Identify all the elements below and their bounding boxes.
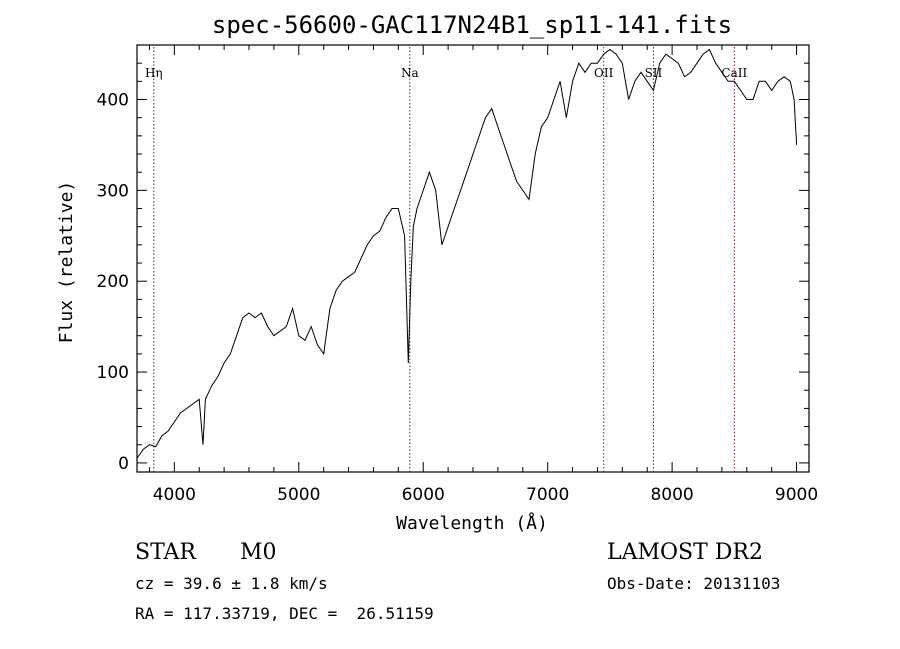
observation-date: Obs-Date: 20131103 [607,574,781,593]
coordinates: RA = 117.33719, DEC = 26.51159 [135,604,434,623]
spectral-line-label: Na [401,66,419,80]
x-tick-label: 8000 [650,485,693,505]
y-tick-label: 400 [97,91,129,111]
x-tick-label: 4000 [153,485,196,505]
spectral-lines: Hη Na OII SII CaII [145,47,747,472]
y-tick-label: 100 [97,363,129,383]
chart-title: spec-56600-GAC117N24B1_sp11-141.fits [212,11,732,39]
x-tick-label: 5000 [277,485,320,505]
survey-name: LAMOST DR2 [607,540,763,565]
object-subclass: M0 [240,540,277,565]
y-tick-label: 0 [118,454,129,474]
y-tick-label: 200 [97,272,129,292]
y-axis-label: Flux (relative) [56,181,77,344]
spectrum-series-line [136,48,798,459]
spectral-line-label: CaII [721,66,747,80]
plot-frame [136,44,810,473]
x-tick-label: 7000 [526,485,569,505]
spectral-line-label: OII [594,66,614,80]
axis-ticks: 4000 5000 6000 7000 8000 9000 0 100 200 300 400 [97,45,818,505]
redshift-velocity: cz = 39.6 ± 1.8 km/s [135,574,328,593]
x-tick-label: 6000 [402,485,445,505]
spectral-line-label: Hη [145,66,163,80]
spectral-line-label: SII [645,66,663,80]
x-tick-label: 9000 [775,485,818,505]
x-axis-label: Wavelength (Å) [396,512,548,534]
y-tick-label: 300 [97,181,129,201]
object-class: STAR [135,540,196,565]
